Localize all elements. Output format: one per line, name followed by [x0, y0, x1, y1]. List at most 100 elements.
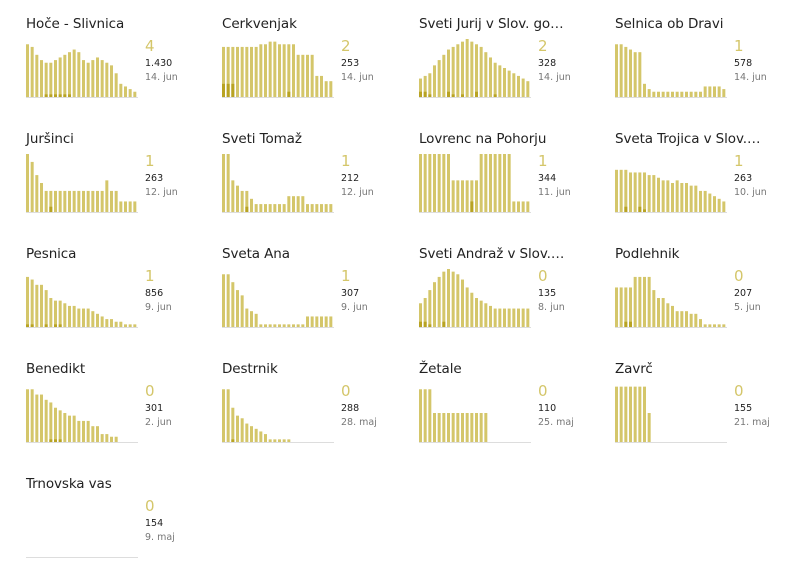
- bar: [624, 287, 628, 327]
- bar-highlight: [287, 91, 291, 97]
- bar: [72, 190, 76, 212]
- bar: [320, 75, 323, 97]
- bar: [615, 287, 618, 327]
- bar: [447, 269, 450, 327]
- bar-highlight: [447, 91, 450, 97]
- bar: [282, 324, 286, 327]
- bar: [268, 324, 272, 327]
- bar: [30, 389, 34, 442]
- bar-highlight: [451, 94, 455, 97]
- bar: [493, 62, 497, 97]
- bar: [717, 324, 721, 327]
- bar: [96, 313, 99, 327]
- municipality-name: Sveti Tomaž: [222, 131, 302, 147]
- sparkline-bar-chart: [222, 389, 334, 443]
- bar: [498, 308, 502, 327]
- bar-highlight: [49, 439, 53, 442]
- bar: [689, 313, 693, 327]
- bar: [675, 91, 679, 97]
- bar: [324, 81, 328, 97]
- bar: [105, 62, 109, 97]
- bar: [250, 46, 253, 97]
- bar: [713, 196, 716, 212]
- last-case-date: 10. jun: [734, 187, 767, 198]
- total-cases-value: 328: [538, 58, 557, 69]
- bar-highlight: [231, 83, 235, 97]
- bar: [264, 204, 267, 212]
- bar: [44, 290, 48, 327]
- bar: [475, 44, 478, 97]
- bar: [703, 190, 707, 212]
- total-cases-value: 212: [341, 173, 360, 184]
- bar: [465, 39, 469, 97]
- bar: [58, 57, 62, 97]
- bar: [503, 68, 506, 97]
- bar: [82, 60, 85, 97]
- bar: [63, 54, 67, 97]
- municipality-name: Sveta Ana: [222, 246, 290, 262]
- bar: [245, 308, 249, 327]
- bar: [708, 86, 712, 97]
- bar: [105, 434, 109, 442]
- bar-highlight: [624, 206, 628, 212]
- total-cases-value: 578: [734, 58, 753, 69]
- bar: [264, 324, 267, 327]
- bar: [82, 420, 85, 442]
- bar: [708, 193, 712, 212]
- bar: [40, 183, 43, 212]
- bar-highlight: [49, 206, 53, 212]
- bar: [282, 44, 286, 97]
- sparkline-bar-chart: [26, 276, 138, 328]
- bar: [40, 60, 43, 97]
- bar: [498, 65, 502, 97]
- bar: [517, 308, 520, 327]
- bar: [442, 413, 446, 442]
- sparkline-bar-chart: [615, 169, 727, 213]
- bar: [503, 154, 506, 212]
- bar: [110, 65, 113, 97]
- bar: [461, 41, 464, 97]
- bar: [437, 413, 441, 442]
- bar: [86, 308, 90, 327]
- bar: [310, 316, 314, 327]
- bar: [296, 54, 300, 97]
- bar: [35, 175, 39, 212]
- bar: [86, 420, 90, 442]
- bar: [615, 44, 618, 97]
- bar: [456, 180, 460, 212]
- bar: [629, 172, 632, 212]
- sparkline-bar-chart: [615, 386, 727, 443]
- municipality-name: Lovrenc na Pohorju: [419, 131, 547, 147]
- bar: [114, 436, 118, 442]
- bar: [507, 70, 511, 97]
- bar: [128, 201, 132, 212]
- municipality-chart: Sveta Ana 1 307 9. jun: [222, 246, 412, 356]
- bar: [671, 91, 674, 97]
- bar: [643, 386, 646, 442]
- bar: [119, 201, 123, 212]
- municipality-name: Trnovska vas: [26, 476, 112, 492]
- bar: [282, 439, 286, 442]
- bar: [231, 407, 235, 442]
- bar: [479, 413, 483, 442]
- bar: [77, 420, 81, 442]
- bar: [475, 413, 478, 442]
- bar: [105, 180, 109, 212]
- new-cases-value: 1: [734, 37, 744, 55]
- bar: [259, 431, 263, 442]
- bar: [428, 154, 432, 212]
- bar: [624, 169, 628, 212]
- bar: [661, 298, 665, 327]
- bar: [245, 46, 249, 97]
- new-cases-value: 1: [341, 267, 351, 285]
- bar: [315, 75, 319, 97]
- bar: [713, 324, 716, 327]
- bar: [419, 303, 422, 327]
- municipality-name: Podlehnik: [615, 246, 680, 262]
- bar-highlight: [419, 91, 422, 97]
- bar: [301, 324, 305, 327]
- bar: [694, 313, 698, 327]
- bar: [447, 49, 450, 97]
- bar-highlight: [63, 94, 67, 97]
- bar: [35, 54, 39, 97]
